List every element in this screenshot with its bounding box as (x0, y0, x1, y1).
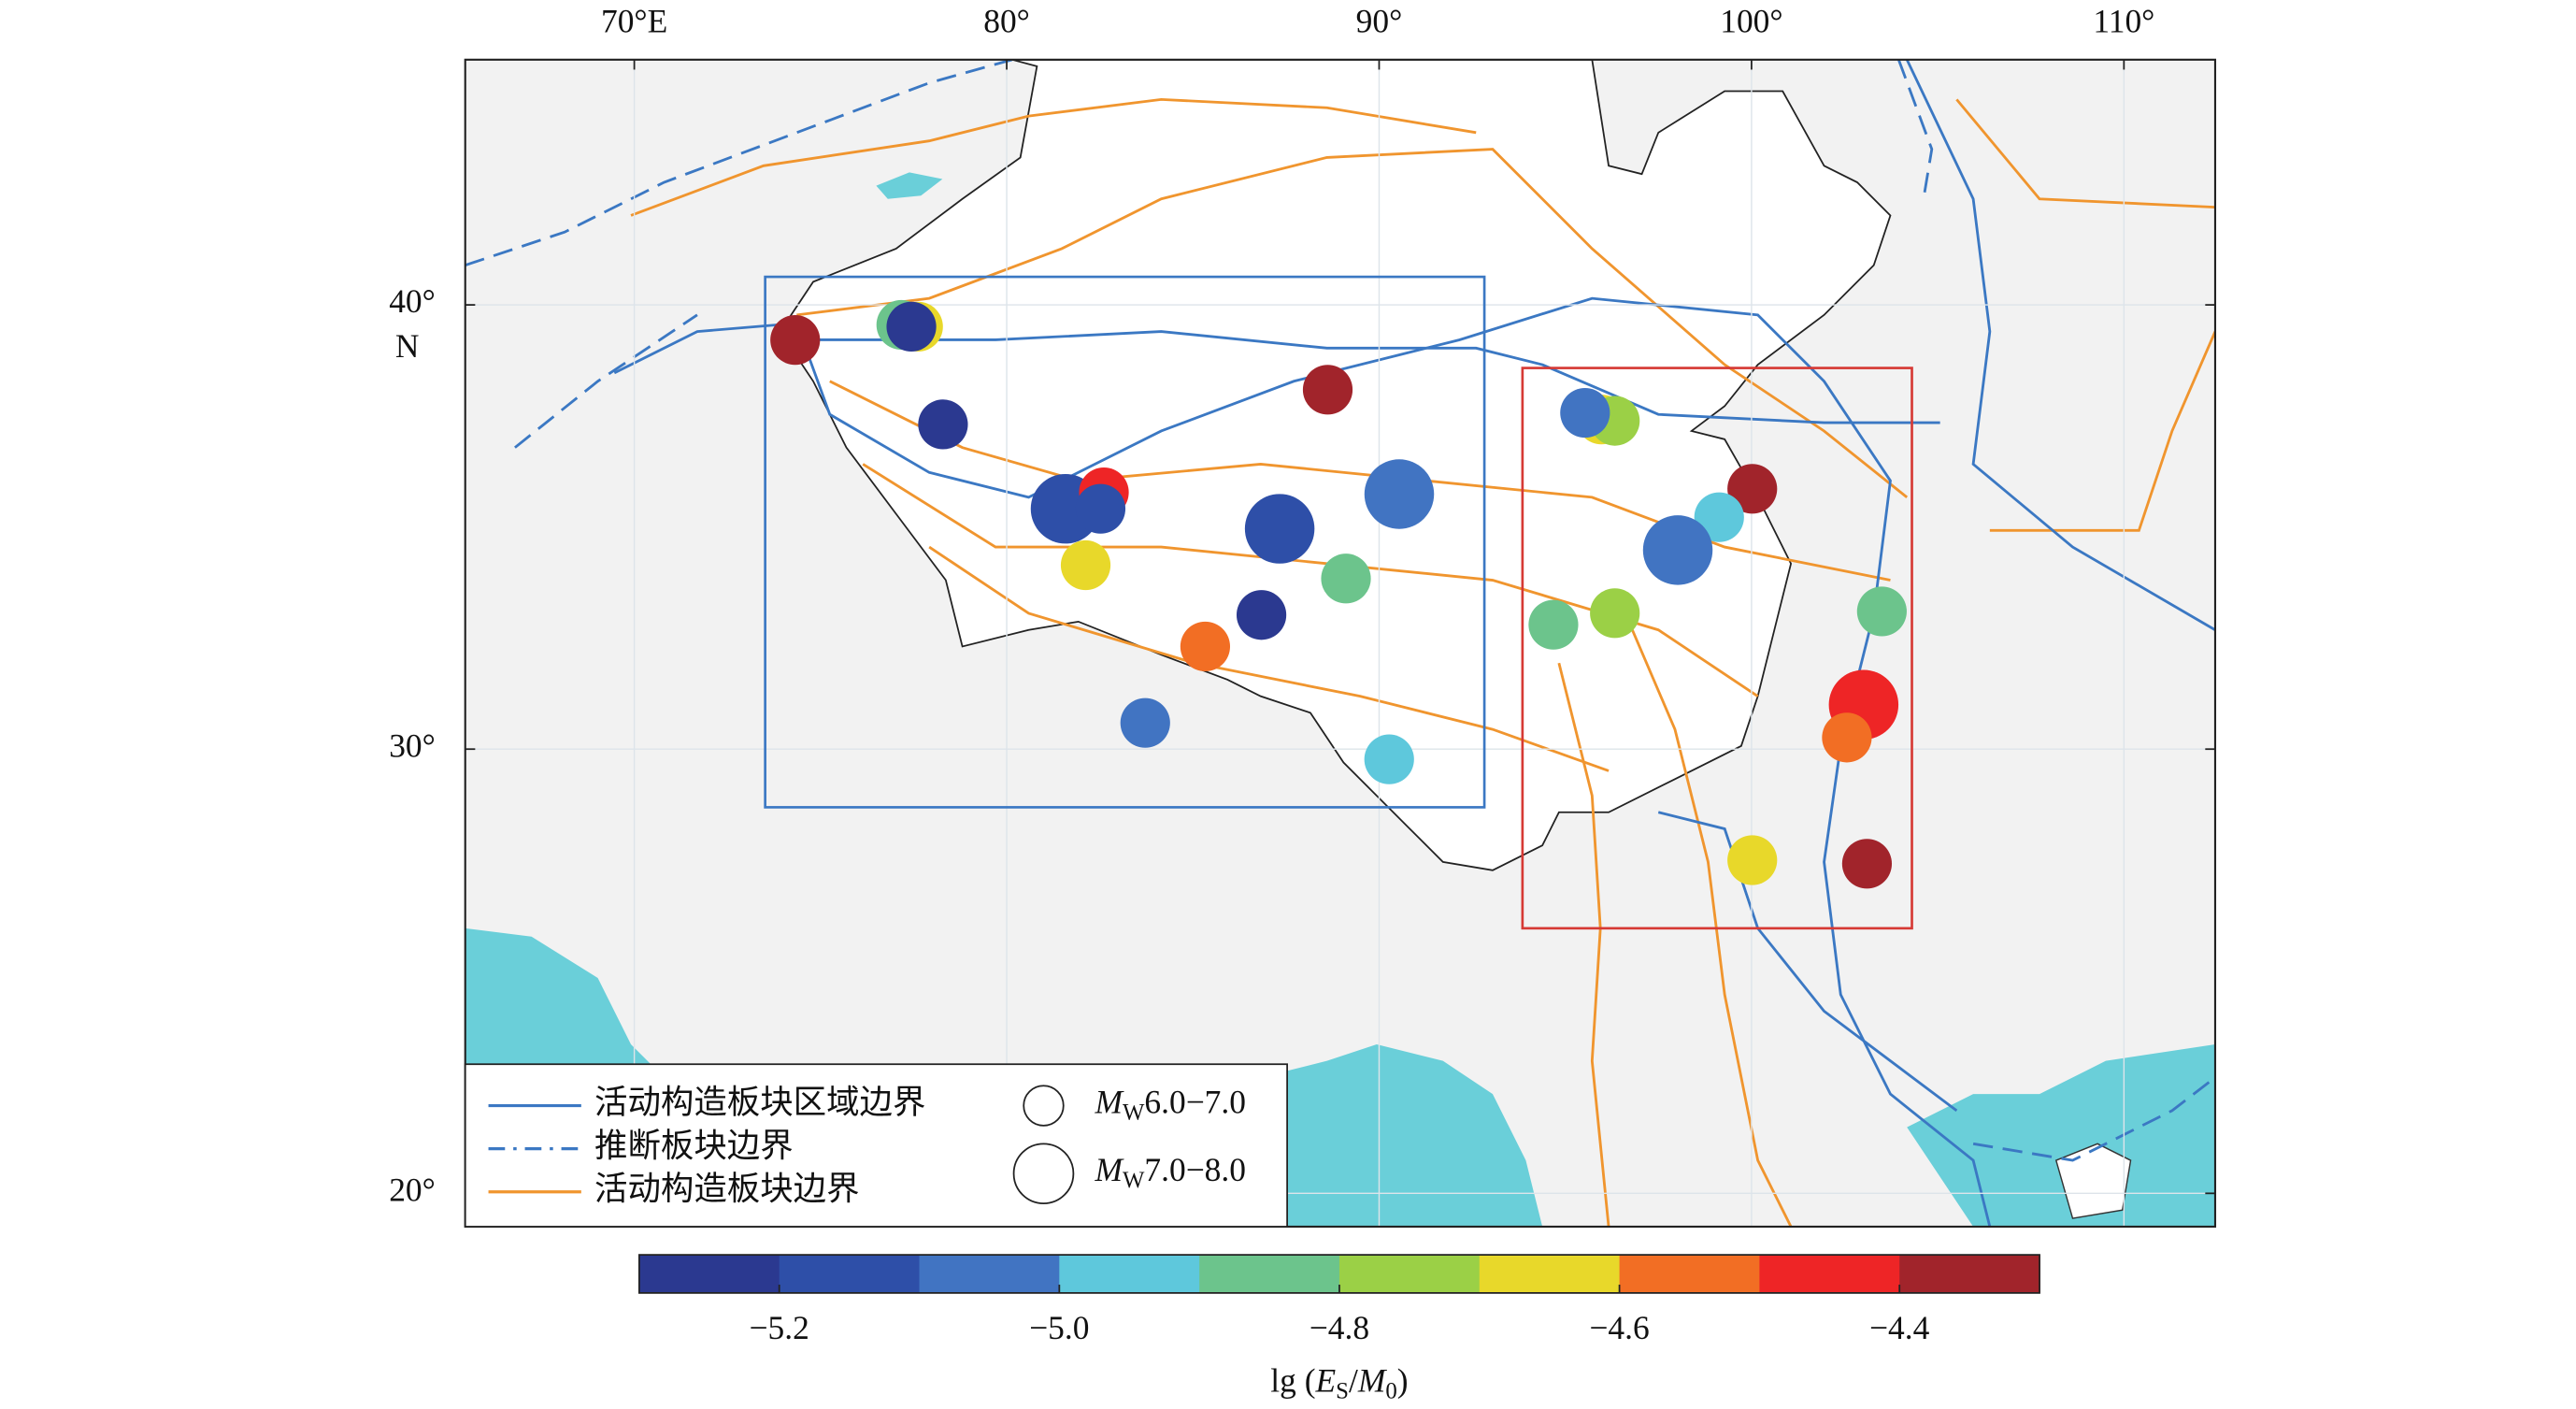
earthquake (1642, 515, 1713, 585)
lake (876, 172, 943, 199)
colorbar-bin (1479, 1255, 1621, 1293)
earthquake (1236, 590, 1287, 640)
legend-size (1012, 1143, 1075, 1205)
sea (1907, 1043, 2215, 1227)
legend-size-part: 6.0−7.0 (1144, 1084, 1246, 1121)
legend-size-label: MW6.0−7.0 (1094, 1084, 1246, 1125)
colorbar-label: lg (ES/M0) (1270, 1362, 1408, 1403)
colorbar-tick-label: −5.0 (1029, 1309, 1089, 1346)
colorbar-bin (1759, 1255, 1901, 1293)
colorbar-bin (919, 1255, 1061, 1293)
earthquake (1120, 697, 1170, 748)
study-region-west (764, 275, 1486, 809)
legend-size-part: W (1123, 1100, 1145, 1125)
legend-label: 活动构造板块区域边界 (594, 1084, 925, 1121)
earthquake (1560, 387, 1610, 439)
inferred-boundary (1896, 59, 1934, 199)
legend-label: 活动构造板块边界 (594, 1170, 860, 1207)
fault (928, 545, 1610, 772)
legend-size-label: MW7.0−8.0 (1094, 1151, 1246, 1192)
earthquake (886, 301, 937, 352)
colorbar-label-part: S (1336, 1378, 1349, 1403)
colorbar: −5.2 −5.0 −4.8 −4.6 −4.4 lg (ES/M0) (638, 1254, 2040, 1403)
earthquake (1244, 494, 1315, 564)
colorbar-label-part: lg ( (1270, 1362, 1315, 1400)
colorbar-tick-label: −4.6 (1589, 1309, 1649, 1346)
colorbar-bin (1338, 1255, 1481, 1293)
colorbar-bin (1619, 1255, 1761, 1293)
plate-boundary (1905, 59, 2215, 631)
x-tick-label: 100° (1720, 3, 1782, 40)
colorbar-label-part: 0 (1385, 1378, 1396, 1403)
earthquake (1528, 599, 1579, 650)
earthquake (1590, 588, 1640, 639)
inferred-boundary (514, 313, 698, 449)
study-region-east (1521, 367, 1913, 930)
earthquake (918, 399, 968, 450)
colorbar-tick-label: −4.8 (1309, 1309, 1369, 1346)
fault (796, 148, 1909, 498)
legend-size-part: M (1094, 1084, 1124, 1121)
x-tick-label: 110° (2093, 3, 2154, 40)
legend-size-part: W (1123, 1168, 1145, 1193)
lat-unit: N (395, 327, 420, 365)
x-tick-label: 80° (983, 3, 1030, 40)
earthquake (1364, 459, 1435, 529)
earthquake (1364, 734, 1414, 784)
colorbar-label-part: ) (1397, 1362, 1409, 1400)
colorbar-tick-label: −4.4 (1869, 1309, 1930, 1346)
earthquake (1180, 621, 1231, 672)
legend-label: 推断板块边界 (594, 1127, 794, 1164)
colorbar-label-part: / (1349, 1362, 1358, 1400)
x-tick-label: 90° (1356, 3, 1403, 40)
colorbar-bin (1199, 1255, 1340, 1293)
colorbar-bin (779, 1255, 921, 1293)
y-tick-label: 40° (389, 282, 436, 320)
earthquakes (770, 299, 1907, 889)
legend: 活动构造板块区域边界推断板块边界活动构造板块边界MW6.0−7.0MW7.0−8… (464, 1063, 1288, 1228)
earthquake (1302, 365, 1353, 415)
earthquake (1822, 712, 1872, 763)
earthquake (770, 315, 821, 366)
colorbar-tick-label: −5.2 (750, 1309, 809, 1346)
legend-box (464, 1063, 1288, 1228)
fault (630, 97, 1477, 217)
earthquake (1060, 539, 1111, 591)
colorbar-bin (638, 1255, 780, 1293)
plate-boundary (613, 296, 1992, 1227)
colorbar-label-part: E (1315, 1362, 1337, 1400)
y-tick-label: 20° (389, 1171, 436, 1208)
y-tick-label: 30° (389, 726, 436, 764)
basemap (465, 59, 2215, 1227)
earthquake (1075, 483, 1126, 534)
x-tick-label: 70°E (601, 3, 667, 40)
earthquake (1841, 839, 1893, 889)
legend-size-part: M (1094, 1151, 1124, 1188)
legend-size-part: 7.0−8.0 (1144, 1151, 1246, 1188)
earthquake (1856, 586, 1907, 637)
colorbar-bin (1899, 1255, 2040, 1293)
fault (1989, 331, 2215, 532)
map-frame (464, 58, 2217, 1229)
legend-size (1023, 1085, 1065, 1127)
earthquake (1727, 835, 1778, 885)
fault (1955, 98, 2215, 209)
colorbar-label-part: M (1357, 1362, 1388, 1400)
inferred-boundary (465, 59, 1013, 267)
inferred-boundary (1972, 1076, 2215, 1162)
plate-boundary (796, 330, 1940, 424)
earthquake (1321, 554, 1371, 604)
earthquake (1727, 464, 1778, 514)
colorbar-bin (1059, 1255, 1201, 1293)
island (2054, 1143, 2132, 1219)
earthquake (1694, 492, 1744, 542)
